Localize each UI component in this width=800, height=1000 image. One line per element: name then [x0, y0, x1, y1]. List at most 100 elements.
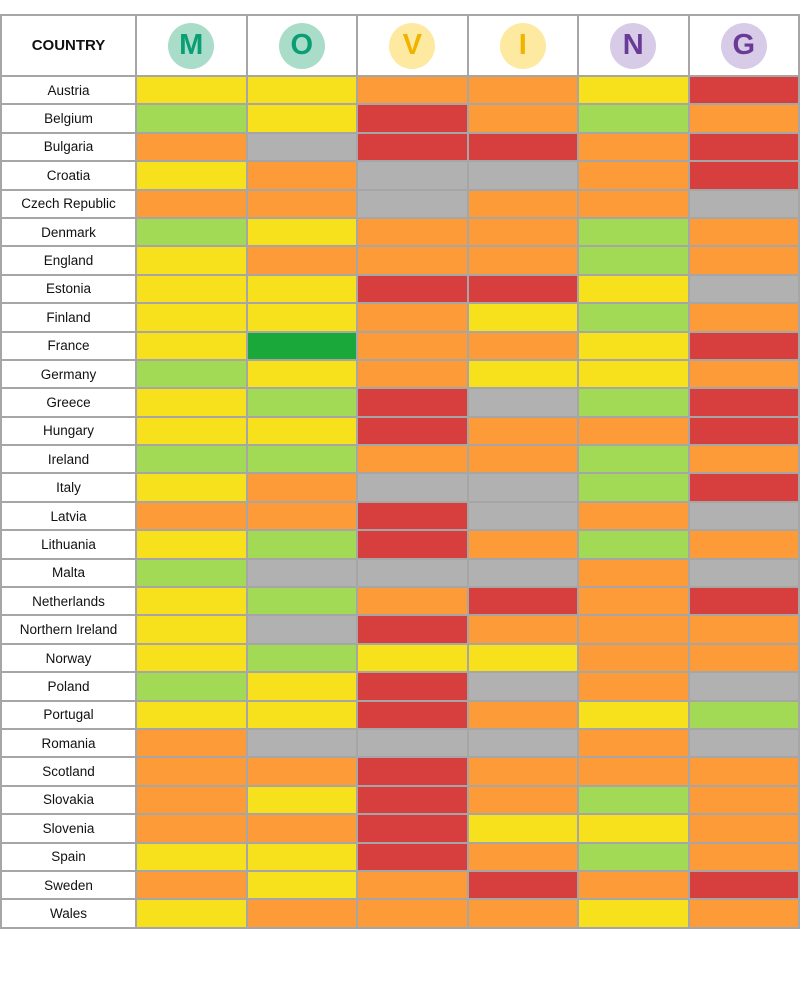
country-label: Lithuania [0, 529, 137, 560]
rating-cell [466, 216, 579, 248]
country-label: Finland [0, 302, 137, 333]
table-row: Northern Ireland [0, 614, 800, 645]
rating-cell [687, 699, 800, 730]
table-row: England [0, 245, 800, 276]
rating-cell [687, 813, 800, 844]
table-row: Netherlands [0, 586, 800, 617]
rating-cell [356, 273, 469, 305]
rating-cell [356, 216, 469, 248]
rating-cell [577, 898, 690, 929]
rating-cell [577, 103, 690, 134]
rating-cell [577, 869, 690, 901]
rating-cell [356, 188, 469, 219]
rating-cell [135, 898, 248, 929]
country-label: Croatia [0, 160, 137, 191]
rating-cell [687, 444, 800, 475]
country-label: Latvia [0, 500, 137, 532]
rating-cell [245, 614, 358, 645]
column-letter-circle: V [389, 22, 436, 69]
rating-cell [466, 671, 579, 702]
rating-cell [135, 472, 248, 503]
rating-cell [135, 387, 248, 418]
rating-cell [466, 500, 579, 532]
rating-cell [356, 813, 469, 844]
rating-cell [687, 500, 800, 532]
country-label: France [0, 330, 137, 361]
rating-cell [135, 699, 248, 730]
column-header-o: O [245, 14, 358, 77]
rating-cell [135, 160, 248, 191]
country-label: Greece [0, 387, 137, 418]
table-row: Estonia [0, 273, 800, 305]
rating-cell [245, 586, 358, 617]
rating-cell [687, 74, 800, 106]
rating-cell [466, 444, 579, 475]
rating-cell [466, 415, 579, 447]
rating-cell [356, 699, 469, 730]
rating-cell [356, 103, 469, 134]
rating-cell [135, 330, 248, 361]
rating-cell [135, 557, 248, 589]
rating-cell [687, 727, 800, 759]
country-label: Poland [0, 671, 137, 702]
rating-cell [687, 273, 800, 305]
rating-cell [135, 302, 248, 333]
table-row: Denmark [0, 216, 800, 248]
table-row: Czech Republic [0, 188, 800, 219]
country-label: Ireland [0, 444, 137, 475]
rating-cell [245, 727, 358, 759]
rating-cell [687, 586, 800, 617]
rating-cell [135, 784, 248, 816]
rating-cell [135, 188, 248, 219]
country-label: Slovakia [0, 784, 137, 816]
rating-cell [245, 444, 358, 475]
rating-cell [687, 472, 800, 503]
rating-cell [577, 784, 690, 816]
column-letter-circle: I [499, 22, 546, 69]
rating-cell [135, 358, 248, 390]
rating-cell [577, 472, 690, 503]
rating-cell [466, 330, 579, 361]
column-letter-circle: M [168, 22, 215, 69]
rating-cell [356, 74, 469, 106]
rating-cell [687, 131, 800, 163]
rating-cell [356, 160, 469, 191]
rating-cell [245, 472, 358, 503]
rating-cell [135, 642, 248, 674]
rating-cell [577, 245, 690, 276]
country-column-header: COUNTRY [0, 14, 137, 77]
rating-cell [466, 387, 579, 418]
column-header-n: N [577, 14, 690, 77]
rating-cell [466, 245, 579, 276]
column-header-v: V [356, 14, 469, 77]
rating-cell [687, 841, 800, 872]
rating-cell [577, 614, 690, 645]
rating-cell [356, 756, 469, 787]
rating-cell [245, 74, 358, 106]
table-row: Ireland [0, 444, 800, 475]
table-row: Sweden [0, 869, 800, 901]
rating-cell [356, 898, 469, 929]
rating-cell [245, 131, 358, 163]
rating-cell [245, 415, 358, 447]
country-label: Bulgaria [0, 131, 137, 163]
rating-cell [577, 216, 690, 248]
rating-cell [577, 444, 690, 475]
table-row: Finland [0, 302, 800, 333]
rating-cell [466, 131, 579, 163]
country-label: Northern Ireland [0, 614, 137, 645]
rating-cell [687, 415, 800, 447]
rating-cell [135, 586, 248, 617]
rating-cell [687, 216, 800, 248]
country-label: Belgium [0, 103, 137, 134]
country-label: Estonia [0, 273, 137, 305]
rating-cell [135, 216, 248, 248]
rating-cell [466, 841, 579, 872]
rating-cell [687, 103, 800, 134]
rating-cell [577, 330, 690, 361]
rating-cell [245, 387, 358, 418]
rating-cell [245, 784, 358, 816]
country-label: Romania [0, 727, 137, 759]
rating-cell [356, 415, 469, 447]
rating-cell [356, 642, 469, 674]
